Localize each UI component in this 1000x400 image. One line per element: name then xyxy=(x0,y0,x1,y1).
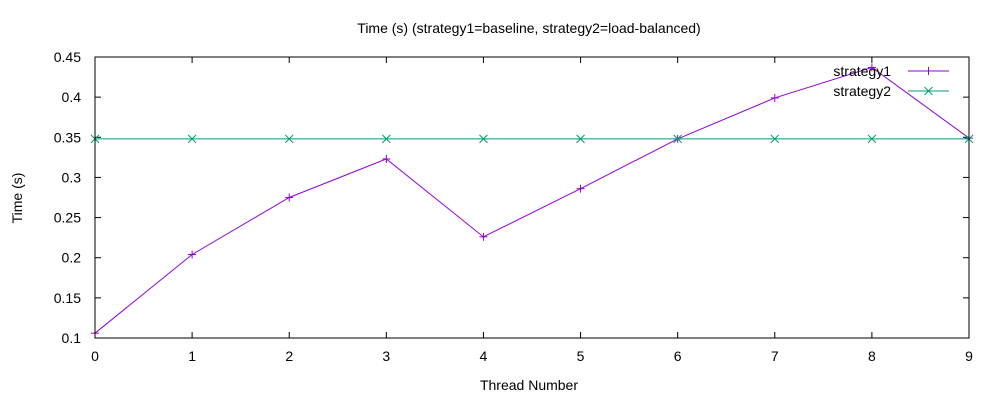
data-point-strategy1 xyxy=(285,193,294,202)
x-tick-label: 0 xyxy=(91,348,99,364)
x-tick-label: 6 xyxy=(674,348,682,364)
y-tick-label: 0.2 xyxy=(62,250,82,266)
legend-item-strategy2: strategy2 xyxy=(833,83,949,99)
y-tick-label: 0.25 xyxy=(54,210,81,226)
legend: strategy1 strategy2 xyxy=(833,63,949,99)
data-point-strategy2 xyxy=(284,134,294,144)
plot-frame xyxy=(94,56,970,339)
plot-series xyxy=(90,63,974,338)
legend-label: strategy2 xyxy=(833,83,891,99)
data-point-strategy1 xyxy=(382,154,391,163)
x-tick-label: 8 xyxy=(868,348,876,364)
y-tick-label: 0.4 xyxy=(62,89,82,105)
x-axis-label: Thread Number xyxy=(480,377,578,393)
legend-label: strategy1 xyxy=(833,63,891,79)
x-tick-label: 1 xyxy=(188,348,196,364)
series-strategy2 xyxy=(90,134,974,144)
data-point-strategy2 xyxy=(673,134,683,144)
x-tick-label: 3 xyxy=(382,348,390,364)
y-tick-label: 0.35 xyxy=(54,129,81,145)
legend-item-strategy1: strategy1 xyxy=(833,63,949,79)
y-tick-label: 0.15 xyxy=(54,290,81,306)
data-point-strategy1 xyxy=(867,63,876,72)
series-strategy1 xyxy=(91,63,973,338)
y-axis-label: Time (s) xyxy=(9,173,25,224)
chart-title: Time (s) (strategy1=baseline, strategy2=… xyxy=(357,20,700,36)
x-tick-label: 7 xyxy=(771,348,779,364)
x-tick-label: 2 xyxy=(285,348,293,364)
data-point-strategy2 xyxy=(381,134,391,144)
data-point-strategy2 xyxy=(479,134,488,144)
axis-ticks: 0.1 0.15 0.2 0.25 0.3 0.35 0.4 0.45 0 1 2 3 4 5 6 7 8 9 xyxy=(54,49,973,364)
x-tick-label: 4 xyxy=(480,348,488,364)
series-line-strategy1 xyxy=(94,66,970,334)
data-point-strategy2 xyxy=(576,134,585,144)
x-tick-label: 9 xyxy=(965,348,973,364)
data-point-strategy2 xyxy=(770,134,780,144)
data-point-strategy2 xyxy=(867,134,877,144)
data-point-strategy1 xyxy=(576,184,585,193)
legend-marker-strategy1 xyxy=(924,67,933,75)
y-tick-label: 0.45 xyxy=(54,49,81,65)
data-point-strategy1 xyxy=(188,250,197,259)
data-point-strategy1 xyxy=(479,232,488,241)
y-tick-label: 0.1 xyxy=(62,330,82,346)
data-point-strategy1 xyxy=(770,93,779,102)
x-tick-label: 5 xyxy=(577,348,585,364)
y-tick-label: 0.3 xyxy=(62,169,82,185)
data-point-strategy2 xyxy=(187,134,197,144)
legend-marker-strategy2 xyxy=(924,86,933,96)
